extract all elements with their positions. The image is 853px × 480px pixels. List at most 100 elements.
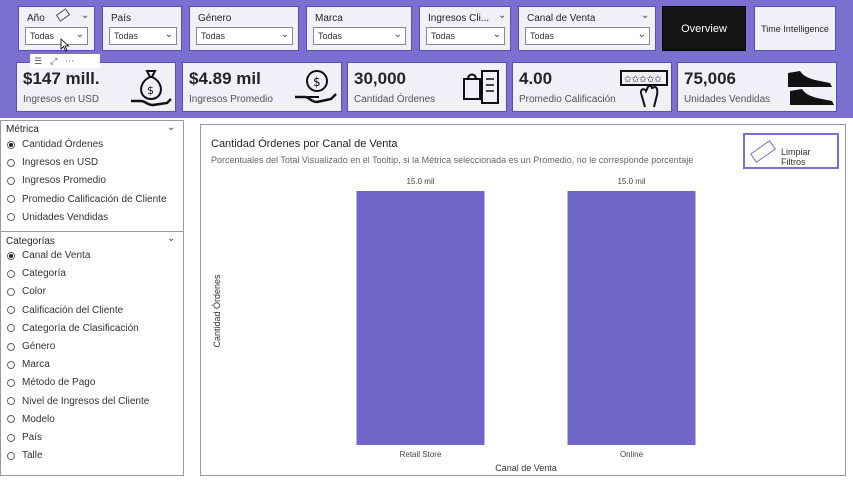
metric-option[interactable]: Cantidad Órdenes [7, 139, 103, 150]
slicer-title: Año [27, 13, 45, 24]
overview-button[interactable]: Overview [662, 6, 746, 51]
category-option[interactable]: Marca [7, 359, 50, 370]
data-label: 15.0 mil [617, 177, 645, 186]
kpi-label: Unidades Vendidas [684, 94, 771, 105]
chart-title: Cantidad Órdenes por Canal de Venta [211, 138, 398, 150]
chevron-down-icon[interactable]: ⌄ [167, 122, 176, 133]
category-option[interactable]: Canal de Venta [7, 250, 90, 261]
slicer-dropdown[interactable]: Todas ⌄ [109, 27, 177, 45]
svg-text:✩✩✩✩✩: ✩✩✩✩✩ [624, 75, 662, 85]
chevron-down-icon: ⌄ [75, 29, 84, 40]
radio-button-icon[interactable] [7, 415, 15, 424]
field-parameter-panel: Métrica ⌄ Cantidad Órdenes Ingresos en US… [0, 120, 184, 476]
bar-chart: 15.0 mil Retail Store 15.0 mil Online Canal … [212, 177, 696, 473]
radio-button-icon[interactable] [7, 140, 15, 149]
radio-button-icon[interactable] [7, 251, 15, 260]
kpi-unidades-vendidas: 75,006 Unidades Vendidas [677, 62, 837, 112]
radio-button-icon[interactable] [7, 378, 15, 387]
kpi-ingresos-promedio: $4.89 mil Ingresos Promedio $ [182, 62, 342, 112]
category-section-title: Categorías [6, 236, 55, 247]
radio-button-icon[interactable] [7, 213, 15, 222]
chevron-down-icon[interactable]: ⌄ [167, 233, 176, 244]
slicer-dropdown[interactable]: Todas ⌄ [525, 27, 650, 45]
money-bag-hand-icon: $ [131, 70, 172, 107]
kpi-ingresos-usd: $147 mill. Ingresos en USD $ [16, 62, 176, 112]
category-option[interactable]: Talle [7, 450, 43, 461]
chevron-down-icon[interactable]: ⌄ [498, 10, 507, 21]
radio-button-icon[interactable] [7, 287, 15, 296]
category-option[interactable]: Modelo [7, 414, 55, 425]
category-option[interactable]: Nivel de Ingresos del Cliente [7, 396, 149, 407]
slicer-dropdown[interactable]: Todas ⌄ [25, 27, 88, 45]
kpi-value: $147 mill. [23, 69, 100, 88]
metric-option[interactable]: Ingresos en USD [7, 157, 98, 168]
category-option-label: Género [22, 341, 56, 352]
chevron-down-icon[interactable]: ⌄ [641, 10, 650, 21]
radio-button-icon[interactable] [7, 397, 15, 406]
radio-button-icon[interactable] [7, 433, 15, 442]
category-option[interactable]: Color [7, 286, 46, 297]
chevron-down-icon: ⌄ [637, 29, 646, 40]
slicer-title: Ingresos Cli... [428, 13, 490, 24]
category-option[interactable]: Categoría de Clasificación [7, 323, 139, 334]
metric-option[interactable]: Promedio Calificación de Cliente [7, 194, 167, 205]
slicer-marca[interactable]: Marca Todas ⌄ [306, 6, 412, 51]
metric-option-label: Ingresos en USD [22, 157, 99, 169]
radio-button-icon[interactable] [7, 360, 15, 369]
category-option-label: Nivel de Ingresos del Cliente [22, 395, 150, 407]
slicer-pais[interactable]: País Todas ⌄ [102, 6, 182, 51]
radio-button-icon[interactable] [7, 342, 15, 351]
category-option[interactable]: País [7, 432, 42, 443]
kpi-value: 30,000 [354, 69, 406, 88]
metric-option-label: Unidades Vendidas [22, 211, 109, 223]
eraser-icon [750, 140, 776, 163]
metric-option-label: Cantidad Órdenes [22, 139, 104, 150]
metric-option-label: Ingresos Promedio [22, 175, 106, 187]
bar-1[interactable] [567, 191, 696, 445]
divider [1, 231, 183, 232]
slicer-genero[interactable]: Género Todas ⌄ [189, 6, 299, 51]
category-option[interactable]: Categoría [7, 268, 66, 279]
data-label: 15.0 mil [406, 177, 434, 186]
radio-button-icon[interactable] [7, 269, 15, 278]
radio-button-icon[interactable] [7, 195, 15, 204]
metric-option[interactable]: Ingresos Promedio [7, 175, 106, 186]
radio-button-icon[interactable] [7, 451, 15, 460]
svg-text:$: $ [147, 84, 154, 97]
radio-button-icon[interactable] [7, 176, 15, 185]
slicer-ingresos-cliente[interactable]: Ingresos Cli... ⌄ Todas ⌄ [419, 6, 511, 51]
radio-button-icon[interactable] [7, 324, 15, 333]
slicer-dropdown[interactable]: Todas ⌄ [426, 27, 505, 45]
slicer-title: Canal de Venta [527, 13, 596, 24]
metric-section-title: Métrica [6, 124, 39, 135]
slicer-dropdown[interactable]: Todas ⌄ [196, 27, 293, 45]
eraser-icon[interactable] [55, 8, 71, 22]
time-intelligence-button[interactable]: Time Intelligence [754, 6, 836, 51]
kpi-promedio-calificacion: 4.00 Promedio Calificación ✩✩✩✩✩ [512, 62, 672, 112]
bar-chart-visual: 15.0 mil Retail Store 15.0 mil Online Canal … [200, 124, 846, 476]
radio-button-icon[interactable] [7, 158, 15, 167]
metric-option[interactable]: Unidades Vendidas [7, 212, 108, 223]
category-option-label: Método de Pago [22, 377, 96, 389]
chart-subtitle: Porcentuales del Total Visualizado en el… [211, 155, 694, 165]
chevron-down-icon: ⌄ [280, 29, 289, 40]
category-option[interactable]: Género [7, 341, 55, 352]
more-options-icon[interactable]: ⋯ [65, 55, 75, 66]
chevron-down-icon[interactable]: ⌄ [81, 10, 90, 21]
slicer-canal-venta[interactable]: Canal de Venta ⌄ Todas ⌄ [518, 6, 656, 51]
rating-stars-icon: ✩✩✩✩✩ [620, 70, 668, 108]
mouse-cursor-icon [60, 38, 70, 52]
category-option[interactable]: Método de Pago [7, 377, 95, 388]
bar-0[interactable] [356, 191, 485, 445]
slicer-dropdown[interactable]: Todas ⌄ [313, 27, 406, 45]
clear-filters-button[interactable]: Limpiar Filtros [743, 133, 839, 169]
focus-mode-icon[interactable]: ⤢ [50, 55, 58, 66]
category-option[interactable]: Calificación del Cliente [7, 305, 123, 316]
kpi-value: 75,006 [684, 69, 736, 88]
slicer-ano[interactable]: Año ⌄ Todas ⌄ [18, 6, 95, 51]
slicer-title: País [111, 13, 132, 24]
filter-icon[interactable]: ☰ [34, 55, 43, 66]
kpi-label: Cantidad Órdenes [354, 94, 436, 105]
radio-button-icon[interactable] [7, 306, 15, 315]
